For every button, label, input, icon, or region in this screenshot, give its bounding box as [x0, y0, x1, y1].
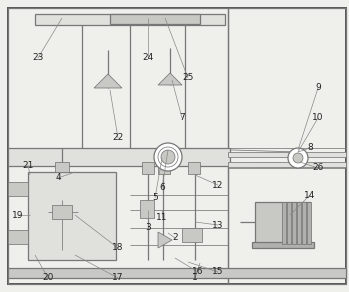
Bar: [228, 162, 346, 167]
Bar: [292, 202, 296, 244]
Bar: [287, 202, 291, 244]
Text: 3: 3: [145, 223, 151, 232]
Bar: [282, 202, 286, 244]
Bar: [158, 162, 170, 174]
Text: 12: 12: [212, 180, 224, 190]
Bar: [182, 228, 202, 242]
Bar: [188, 162, 200, 174]
Text: 11: 11: [156, 213, 168, 223]
Bar: [35, 14, 225, 25]
Bar: [8, 148, 230, 166]
Text: 26: 26: [312, 164, 324, 173]
Text: 18: 18: [112, 244, 124, 253]
Text: 15: 15: [212, 267, 224, 277]
Polygon shape: [94, 74, 122, 88]
Text: 21: 21: [22, 161, 34, 169]
Text: 2: 2: [172, 234, 178, 242]
Circle shape: [288, 148, 308, 168]
Text: 6: 6: [159, 183, 165, 192]
Bar: [142, 162, 154, 174]
Bar: [55, 162, 69, 172]
Polygon shape: [158, 232, 172, 248]
Bar: [228, 8, 346, 284]
Text: 24: 24: [142, 53, 154, 62]
Text: 22: 22: [112, 133, 124, 142]
Text: 7: 7: [179, 114, 185, 123]
Text: 17: 17: [112, 274, 124, 282]
Bar: [255, 202, 310, 244]
Text: 19: 19: [12, 211, 24, 220]
Polygon shape: [158, 73, 182, 85]
Circle shape: [161, 150, 175, 164]
Text: 5: 5: [152, 194, 158, 202]
Text: 14: 14: [304, 190, 316, 199]
Bar: [140, 200, 154, 218]
Bar: [297, 202, 301, 244]
Bar: [8, 230, 28, 244]
Text: 23: 23: [32, 53, 44, 62]
Circle shape: [293, 153, 303, 163]
Text: 9: 9: [315, 84, 321, 93]
Text: 4: 4: [55, 173, 61, 182]
Text: 10: 10: [312, 114, 324, 123]
Text: 1: 1: [192, 274, 198, 282]
Bar: [110, 14, 200, 24]
Text: 16: 16: [192, 267, 204, 277]
Bar: [228, 152, 346, 157]
Circle shape: [154, 143, 182, 171]
Text: 8: 8: [307, 143, 313, 152]
Text: 25: 25: [182, 74, 194, 83]
Bar: [8, 182, 28, 196]
Bar: [28, 172, 116, 260]
Text: 13: 13: [212, 220, 224, 230]
Bar: [252, 242, 314, 248]
Bar: [302, 202, 306, 244]
Bar: [307, 202, 311, 244]
Bar: [8, 8, 228, 284]
Bar: [52, 205, 72, 219]
Bar: [8, 268, 346, 278]
Text: 20: 20: [42, 274, 54, 282]
